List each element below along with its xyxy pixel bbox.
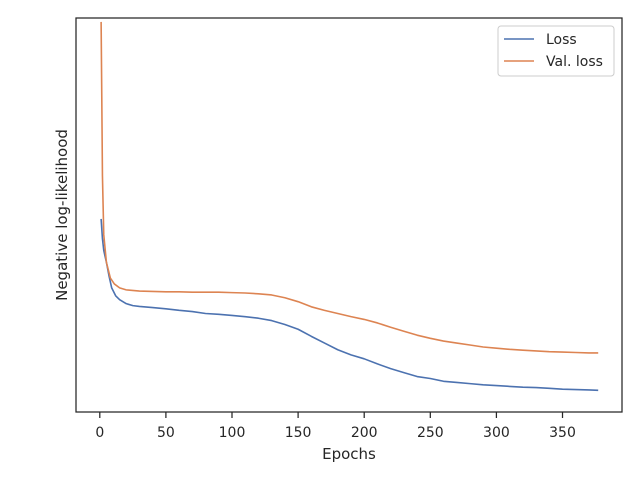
series-line-0 <box>100 218 599 392</box>
legend-label-0: Loss <box>546 32 577 48</box>
x-tick-label: 250 <box>417 425 444 441</box>
x-axis-label: Epochs <box>322 445 376 463</box>
series-layer <box>100 21 599 392</box>
x-tick-label: 300 <box>483 425 510 441</box>
legend-label-1: Val. loss <box>546 54 603 70</box>
x-tick-label: 150 <box>285 425 312 441</box>
x-tick-label: 0 <box>95 425 104 441</box>
x-tick-label: 200 <box>351 425 378 441</box>
series-line-1 <box>100 21 599 354</box>
plot-area-frame <box>75 17 623 413</box>
x-tick-label: 100 <box>219 425 246 441</box>
legend: Loss Val. loss <box>497 25 615 77</box>
x-tick-label: 350 <box>549 425 576 441</box>
x-tick-label: 50 <box>157 425 175 441</box>
x-axis-ticks: 0 50 100 150 200 250 300 350 <box>95 412 576 441</box>
y-axis-label: Negative log-likelihood <box>53 129 71 301</box>
